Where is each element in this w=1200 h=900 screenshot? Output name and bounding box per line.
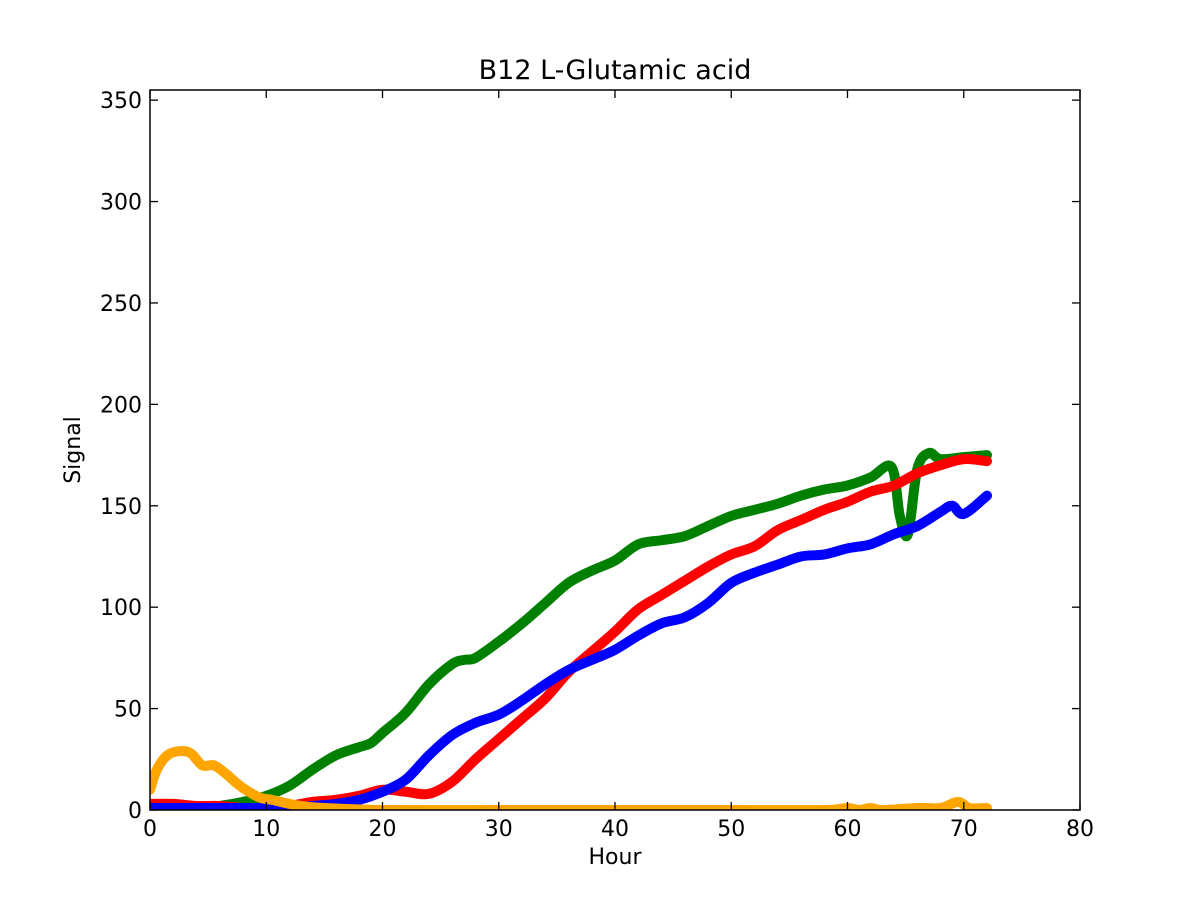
plot-frame: [149, 89, 1081, 811]
x-tick-label: 60: [834, 817, 862, 842]
y-tick-label: 350: [100, 89, 142, 114]
y-tick-label: 300: [100, 191, 142, 216]
x-tick-label: 70: [950, 817, 978, 842]
y-tick-label: 0: [128, 799, 142, 824]
series-line-1: [150, 447, 992, 810]
y-tick-label: 50: [114, 698, 142, 723]
chart-title: B12 L-Glutamic acid: [479, 55, 752, 86]
y-axis-label: Signal: [61, 416, 86, 484]
x-tick-label: 0: [143, 817, 157, 842]
x-tick-label: 50: [717, 817, 745, 842]
x-tick-label: 30: [485, 817, 513, 842]
series-line-3: [150, 490, 992, 810]
x-axis-label: Hour: [589, 845, 643, 870]
series-line-4: [150, 746, 992, 810]
y-tick-label: 200: [100, 393, 142, 418]
series-line-2: [150, 454, 992, 810]
y-tick-label: 250: [100, 292, 142, 317]
x-tick-label: 80: [1066, 817, 1094, 842]
y-tick-label: 100: [100, 596, 142, 621]
x-tick-label: 20: [369, 817, 397, 842]
x-tick-label: 40: [601, 817, 629, 842]
x-tick-label: 10: [252, 817, 280, 842]
y-tick-label: 150: [100, 495, 142, 520]
